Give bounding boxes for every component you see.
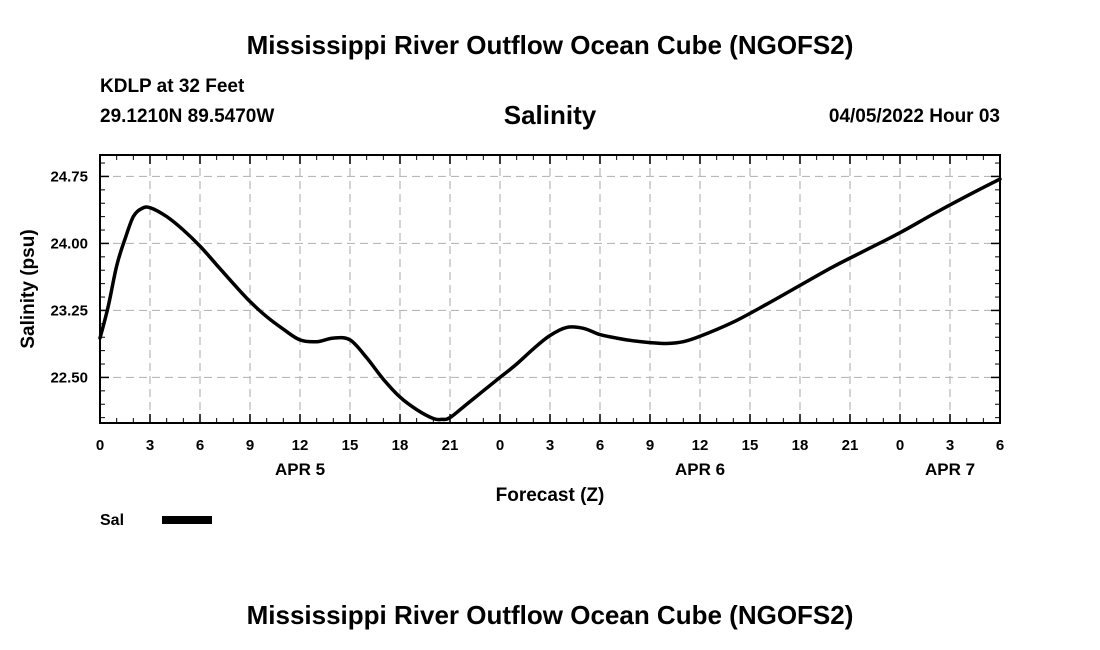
x-tick-label: 21 — [442, 437, 459, 454]
y-tick-label: 24.00 — [50, 235, 88, 252]
grid-lines — [100, 155, 1000, 423]
x-tick-label: 6 — [196, 437, 204, 454]
date-label: APR 6 — [675, 460, 725, 479]
y-axis-title: Salinity (psu) — [18, 229, 39, 348]
x-tick-label: 0 — [896, 437, 904, 454]
x-tick-label: 6 — [596, 437, 604, 454]
x-axis-title: Forecast (Z) — [496, 485, 605, 506]
y-tick-label: 23.25 — [50, 302, 88, 319]
y-tick-label: 22.50 — [50, 369, 88, 386]
valid-time: 04/05/2022 Hour 03 — [828, 106, 1000, 127]
variable-title: Salinity — [503, 100, 597, 130]
x-tick-label: 9 — [646, 437, 654, 454]
x-tick-label: 0 — [96, 437, 104, 454]
plot-frame — [99, 154, 1001, 424]
x-tick-label: 9 — [246, 437, 254, 454]
station-label: KDLP at 32 Feet — [100, 76, 245, 97]
axis-labels: 0 3 6 9 12 15 18 21 0 3 6 9 12 15 18 21 0 3 6 APR 5 APR 6 APR… — [50, 168, 1004, 479]
x-tick-label: 0 — [496, 437, 504, 454]
series-line-sal — [98, 177, 1002, 422]
y-tick-label: 24.75 — [50, 168, 88, 185]
station-coordinates: 29.1210N 89.5470W — [100, 106, 275, 127]
date-label: APR 5 — [275, 460, 325, 479]
footer-title: Mississippi River Outflow Ocean Cube (NG… — [246, 600, 854, 630]
x-tick-label: 6 — [996, 437, 1004, 454]
date-label: APR 7 — [925, 460, 975, 479]
x-tick-label: 12 — [292, 437, 309, 454]
chart-title: Mississippi River Outflow Ocean Cube (NG… — [246, 30, 854, 60]
legend-label: Sal — [100, 512, 124, 529]
x-tick-label: 12 — [692, 437, 709, 454]
x-tick-label: 21 — [842, 437, 859, 454]
x-tick-label: 18 — [392, 437, 409, 454]
x-tick-label: 3 — [146, 437, 154, 454]
x-tick-label: 15 — [342, 437, 359, 454]
x-tick-label: 15 — [742, 437, 759, 454]
x-tick-label: 18 — [792, 437, 809, 454]
x-tick-label: 3 — [946, 437, 954, 454]
x-tick-label: 3 — [546, 437, 554, 454]
